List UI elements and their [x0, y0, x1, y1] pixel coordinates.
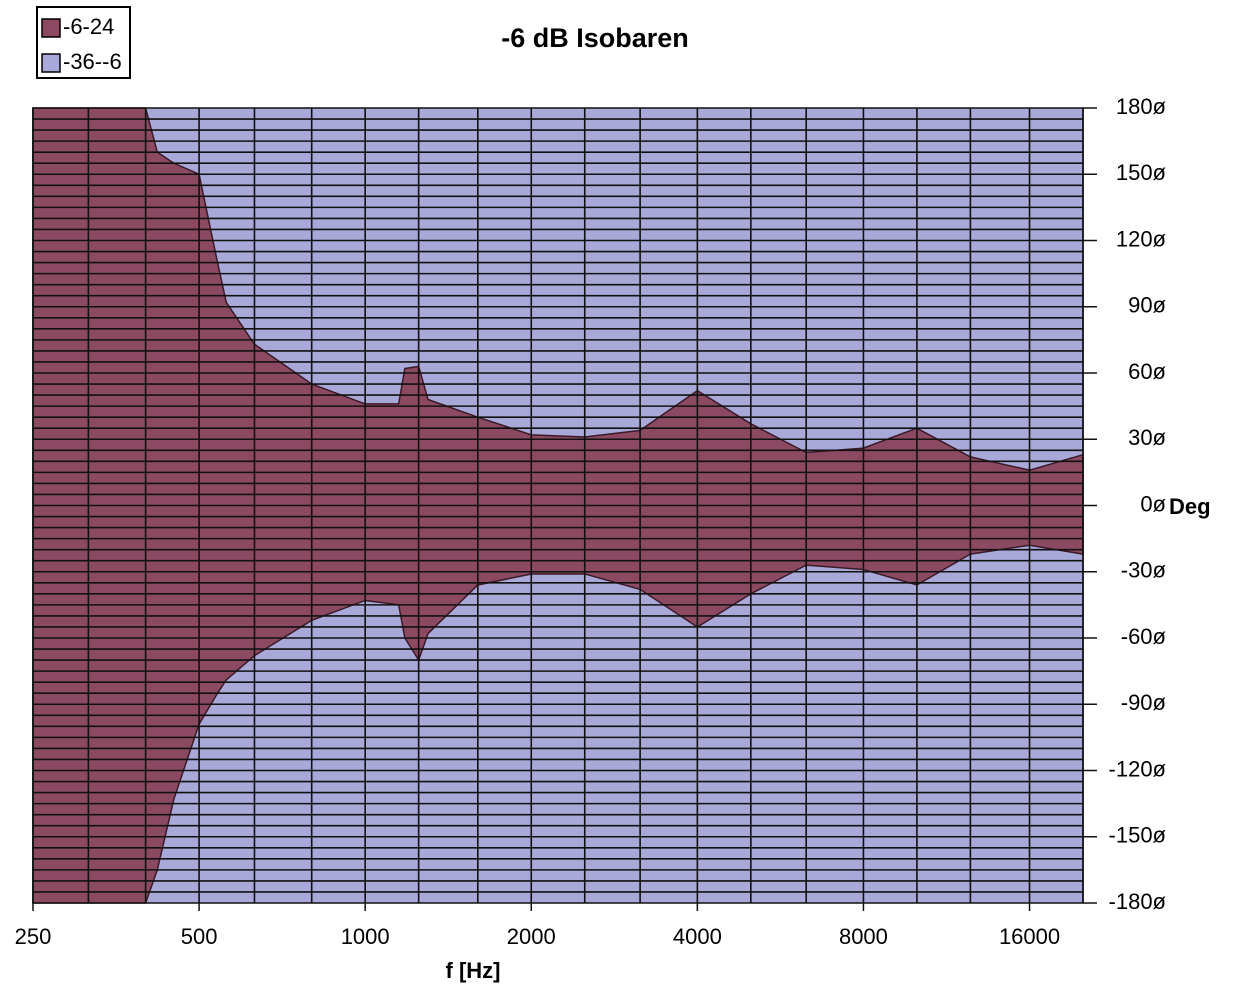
y-tick-label: -150ø — [1109, 823, 1166, 848]
legend-label: -6-24 — [63, 14, 114, 39]
legend-label: -36--6 — [63, 49, 122, 74]
y-tick-label: -30ø — [1121, 558, 1166, 583]
y-tick-label: -60ø — [1121, 624, 1166, 649]
y-tick-label: 0ø — [1140, 491, 1166, 516]
y-tick-label: 120ø — [1116, 226, 1166, 251]
y-tick-label: -120ø — [1109, 756, 1166, 781]
x-tick-label: 8000 — [839, 924, 888, 949]
x-tick-label: 1000 — [341, 924, 390, 949]
chart-title: -6 dB Isobaren — [501, 23, 689, 53]
y-tick-label: 30ø — [1128, 425, 1166, 450]
y-tick-label: 150ø — [1116, 160, 1166, 185]
x-tick-label: 250 — [15, 924, 52, 949]
y-tick-label: 90ø — [1128, 293, 1166, 318]
x-tick-label: 500 — [181, 924, 218, 949]
x-axis-label: f [Hz] — [446, 958, 501, 983]
y-tick-label: 60ø — [1128, 359, 1166, 384]
x-tick-label: 4000 — [673, 924, 722, 949]
y-axis-label: Deg — [1169, 494, 1211, 519]
y-tick-label: 180ø — [1116, 94, 1166, 119]
x-tick-label: 16000 — [999, 924, 1060, 949]
legend-swatch — [41, 53, 61, 73]
y-tick-label: -180ø — [1109, 889, 1166, 914]
legend-swatch — [41, 18, 61, 38]
y-tick-label: -90ø — [1121, 690, 1166, 715]
x-tick-label: 2000 — [507, 924, 556, 949]
